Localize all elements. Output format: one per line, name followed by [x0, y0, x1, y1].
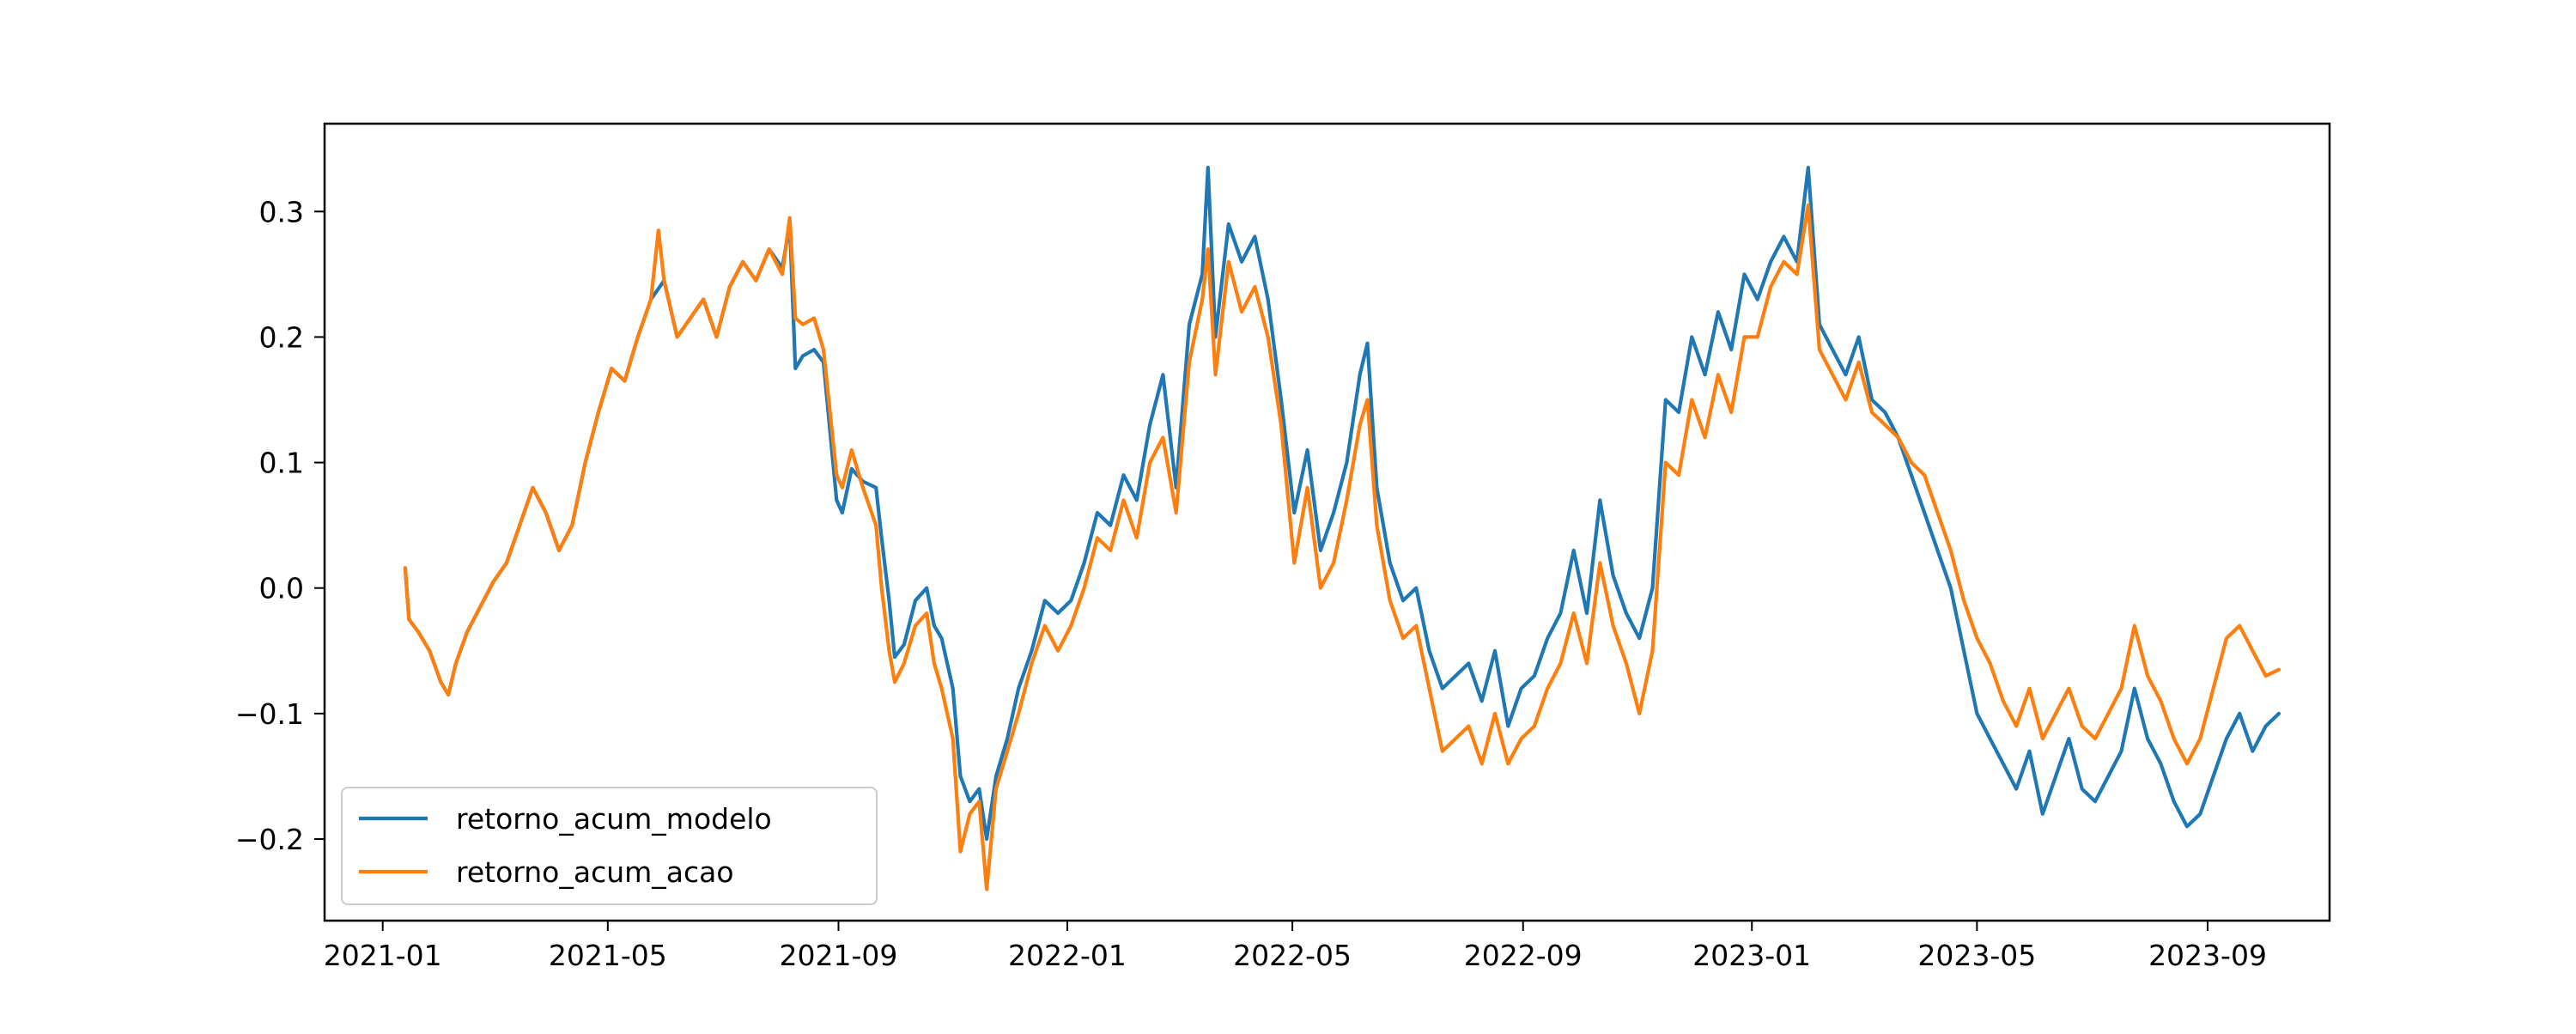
x-axis: 2021-01 2021-05 2021-09 2022-01 2022-05 2022-…: [324, 921, 2267, 972]
x-tick-label: 2021-09: [780, 939, 898, 972]
y-axis: 0.3 0.2 0.1 0.0 −0.1 −0.2: [235, 195, 325, 856]
plot-frame: [323, 122, 2331, 922]
series-line-retorno-acum-acao: [403, 203, 2281, 891]
y-tick-label: −0.2: [235, 823, 304, 856]
x-tick-label: 2023-01: [1692, 939, 1811, 972]
x-tick-label: 2021-01: [324, 939, 442, 972]
y-tick-label: −0.1: [235, 697, 304, 731]
y-tick-label: 0.1: [259, 447, 304, 480]
y-tick-label: 0.2: [259, 320, 304, 354]
legend: retorno_acum_modelo retorno_acum_acao: [341, 787, 878, 905]
series-layer: [403, 166, 2281, 891]
y-tick-label: 0.3: [259, 195, 304, 228]
x-tick-label: 2023-09: [2148, 939, 2267, 972]
x-tick-label: 2022-09: [1464, 939, 1583, 972]
x-tick-label: 2022-01: [1008, 939, 1127, 972]
legend-label: retorno_acum_acao: [456, 855, 734, 889]
legend-box: [341, 787, 878, 905]
legend-label: retorno_acum_modelo: [456, 802, 772, 836]
x-tick-label: 2022-05: [1233, 939, 1352, 972]
y-tick-label: 0.0: [259, 572, 304, 605]
x-tick-label: 2023-05: [1917, 939, 2036, 972]
x-tick-label: 2021-05: [549, 939, 667, 972]
